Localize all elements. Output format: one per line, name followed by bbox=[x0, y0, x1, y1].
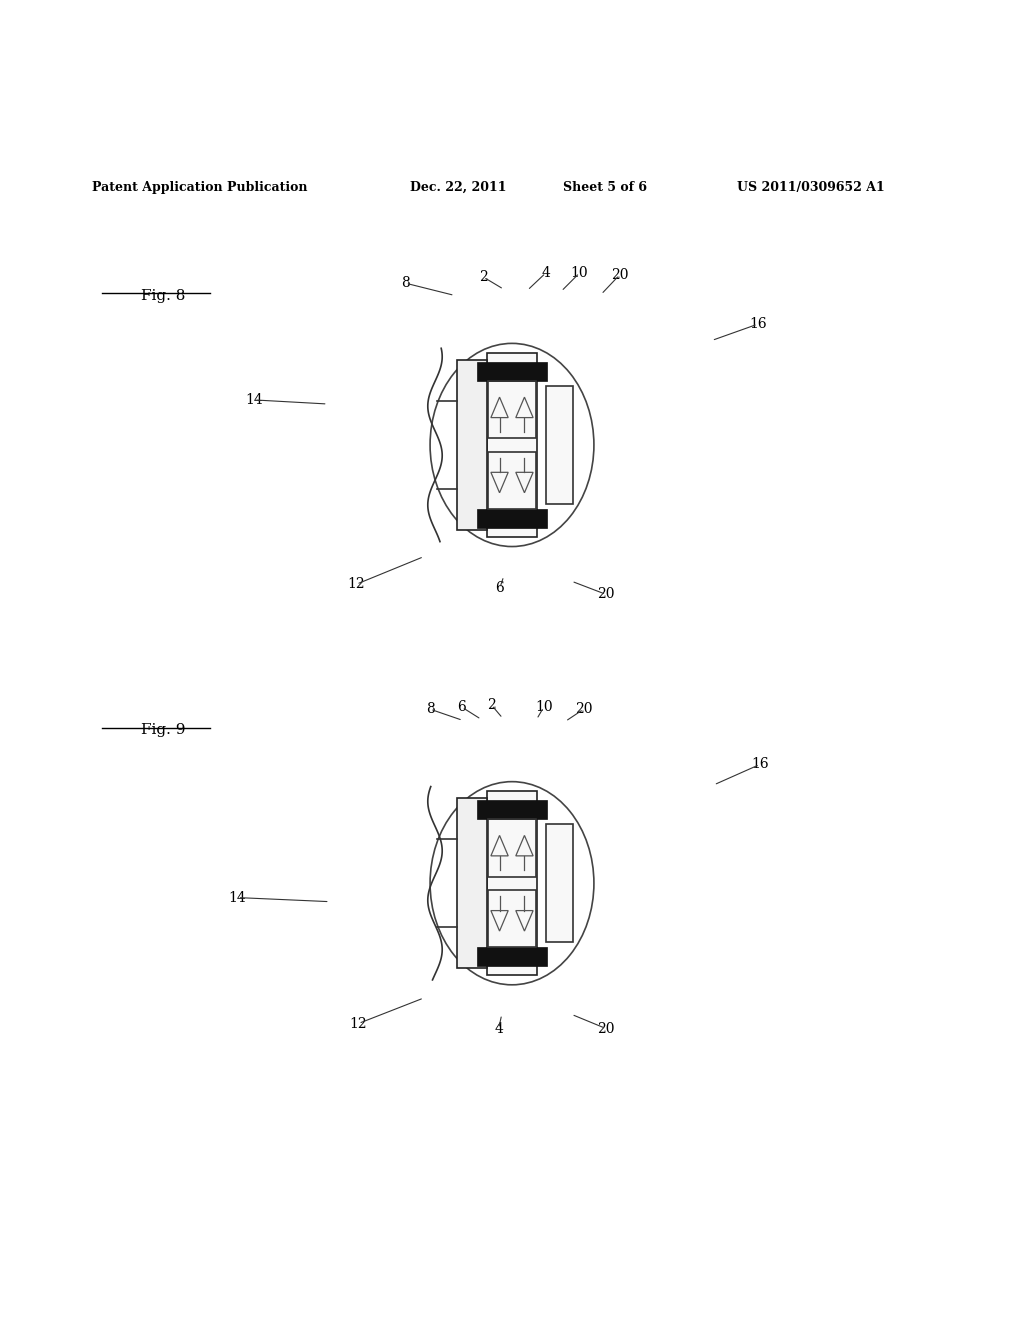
Text: 16: 16 bbox=[751, 758, 769, 771]
Text: Sheet 5 of 6: Sheet 5 of 6 bbox=[563, 181, 647, 194]
Text: Patent Application Publication: Patent Application Publication bbox=[92, 181, 307, 194]
Bar bbox=[546, 385, 573, 504]
Text: 2: 2 bbox=[487, 698, 496, 711]
Text: 20: 20 bbox=[597, 1022, 615, 1036]
Text: Dec. 22, 2011: Dec. 22, 2011 bbox=[410, 181, 506, 194]
Bar bbox=[487, 451, 537, 508]
Text: 10: 10 bbox=[570, 265, 589, 280]
Text: 6: 6 bbox=[496, 581, 504, 595]
Text: Fig. 8: Fig. 8 bbox=[141, 289, 185, 304]
Text: 20: 20 bbox=[597, 587, 615, 602]
Text: 4: 4 bbox=[495, 1022, 503, 1036]
Text: 8: 8 bbox=[401, 276, 410, 290]
Bar bbox=[457, 799, 486, 969]
Bar bbox=[487, 820, 537, 876]
Text: 16: 16 bbox=[749, 317, 767, 331]
Text: 20: 20 bbox=[610, 268, 629, 282]
Text: 10: 10 bbox=[535, 700, 553, 714]
Text: 6: 6 bbox=[458, 700, 466, 714]
Bar bbox=[477, 508, 547, 528]
Bar bbox=[477, 948, 547, 966]
Text: 12: 12 bbox=[349, 1016, 368, 1031]
Text: 20: 20 bbox=[574, 702, 593, 717]
Text: US 2011/0309652 A1: US 2011/0309652 A1 bbox=[737, 181, 885, 194]
Bar bbox=[486, 354, 538, 537]
Text: 12: 12 bbox=[347, 577, 366, 591]
Bar bbox=[457, 360, 486, 531]
Text: 14: 14 bbox=[228, 891, 247, 904]
Text: 14: 14 bbox=[245, 393, 263, 407]
Bar bbox=[477, 800, 547, 820]
Text: 4: 4 bbox=[542, 265, 550, 280]
Bar bbox=[477, 362, 547, 381]
Bar bbox=[487, 381, 537, 438]
Text: 8: 8 bbox=[426, 702, 434, 717]
Bar bbox=[546, 824, 573, 942]
Text: 2: 2 bbox=[479, 271, 487, 284]
Bar bbox=[487, 890, 537, 948]
Bar bbox=[486, 792, 538, 975]
Text: Fig. 9: Fig. 9 bbox=[141, 723, 185, 738]
